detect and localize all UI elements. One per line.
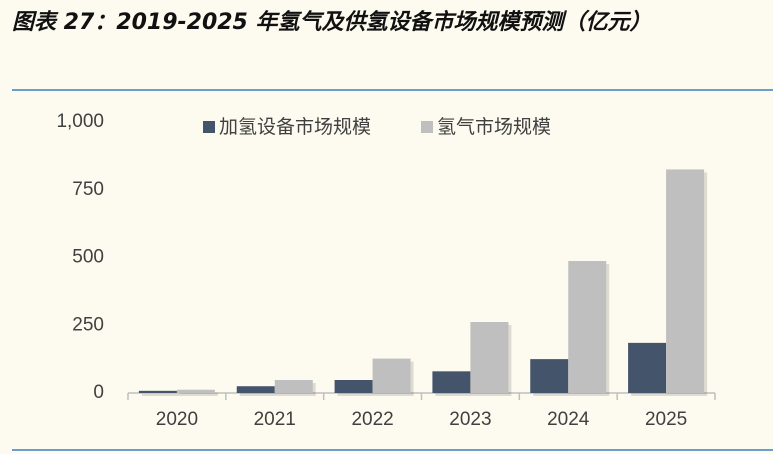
x-tick-label: 2024 (547, 409, 590, 430)
x-tick-label: 2023 (449, 409, 491, 430)
legend-swatch (203, 121, 215, 133)
bar (666, 169, 705, 393)
y-tick-label: 0 (93, 382, 104, 403)
legend-swatch (421, 121, 433, 133)
bar (470, 321, 509, 393)
bar (628, 342, 667, 393)
bar (568, 261, 607, 393)
bar (372, 358, 411, 393)
bar (432, 371, 471, 393)
bar (176, 389, 215, 393)
x-tick-label: 2020 (156, 409, 198, 430)
y-tick-label: 250 (72, 314, 104, 335)
x-tick-label: 2021 (254, 409, 296, 430)
bar (274, 379, 313, 393)
bar (530, 359, 569, 393)
chart-title: 图表 27：2019-2025 年氢气及供氢设备市场规模预测（亿元） (12, 10, 652, 35)
x-tick-label: 2025 (645, 409, 687, 430)
legend-label: 氢气市场规模 (437, 116, 551, 138)
bar-shadow (141, 393, 180, 396)
x-tick-label: 2022 (351, 409, 393, 430)
bar (236, 386, 275, 393)
bar (334, 379, 373, 393)
y-tick-label: 1,000 (56, 111, 104, 132)
y-tick-label: 500 (72, 247, 104, 268)
y-tick-label: 750 (72, 179, 104, 200)
bar (138, 390, 177, 393)
bar-shadow (179, 392, 218, 396)
legend-label: 加氢设备市场规模 (219, 116, 371, 138)
